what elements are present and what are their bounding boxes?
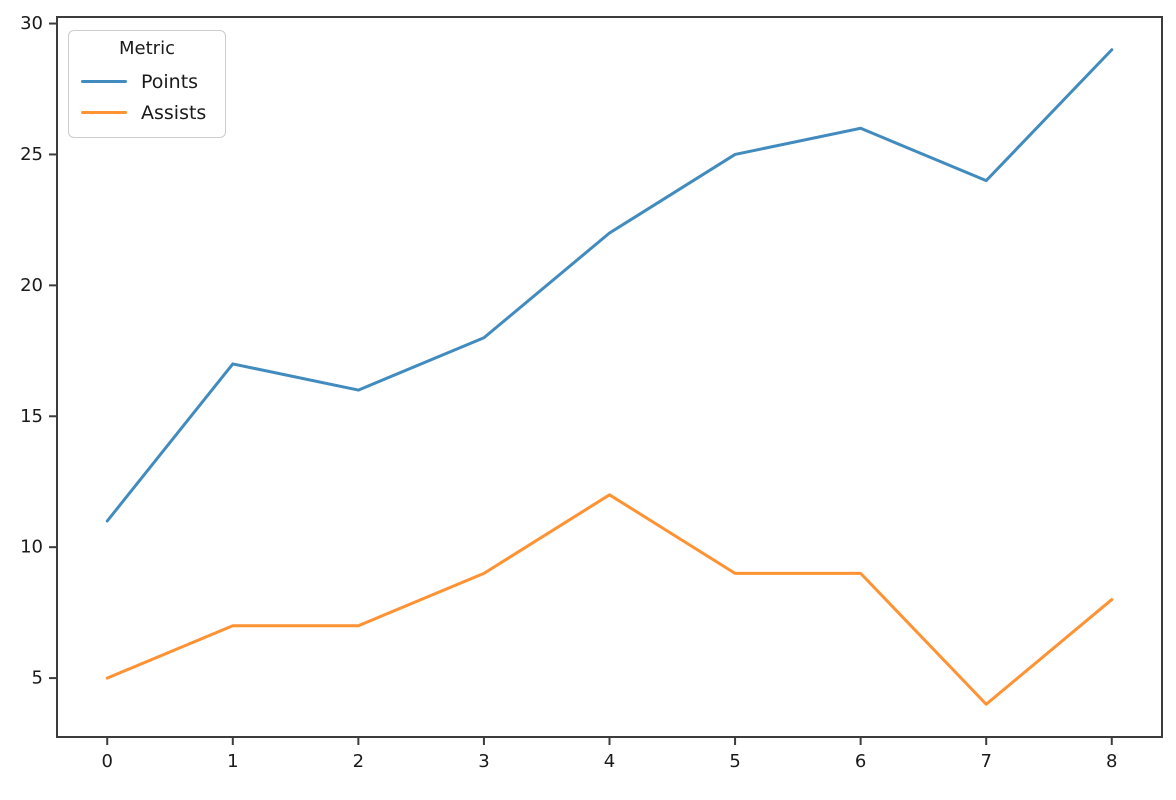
x-tick-label-6: 6 bbox=[855, 751, 866, 772]
x-tick-label-8: 8 bbox=[1106, 751, 1117, 772]
x-tick-label-0: 0 bbox=[102, 751, 113, 772]
x-tick-label-5: 5 bbox=[729, 751, 740, 772]
x-axis-ticks: 0 1 2 3 4 5 6 7 8 bbox=[102, 737, 1117, 772]
legend-label-assists: Assists bbox=[141, 101, 207, 124]
y-tick-label-0: 5 bbox=[32, 668, 43, 689]
series-line-points bbox=[105, 48, 1114, 523]
y-tick-label-4: 25 bbox=[20, 144, 43, 165]
x-tick-label-3: 3 bbox=[478, 751, 489, 772]
legend-row-points: Points bbox=[81, 66, 213, 97]
x-tick-label-2: 2 bbox=[353, 751, 364, 772]
x-tick-label-7: 7 bbox=[980, 751, 991, 772]
series-lines bbox=[105, 48, 1114, 706]
legend-swatch-assists bbox=[81, 110, 127, 115]
series-line-assists bbox=[105, 493, 1114, 706]
y-tick-label-3: 20 bbox=[20, 275, 43, 296]
legend: Metric Points Assists bbox=[68, 30, 226, 138]
y-tick-label-5: 30 bbox=[20, 13, 43, 34]
legend-swatch-points bbox=[81, 79, 127, 84]
y-tick-label-1: 10 bbox=[20, 537, 43, 558]
legend-row-assists: Assists bbox=[81, 97, 213, 128]
y-axis-ticks: 5 10 15 20 25 30 bbox=[20, 13, 57, 689]
legend-title: Metric bbox=[119, 38, 175, 59]
x-tick-label-1: 1 bbox=[227, 751, 238, 772]
x-tick-label-4: 4 bbox=[604, 751, 615, 772]
legend-rows: Points Assists bbox=[81, 66, 213, 128]
plot-frame bbox=[56, 16, 1163, 738]
legend-label-points: Points bbox=[141, 70, 199, 93]
y-tick-label-2: 15 bbox=[20, 406, 43, 427]
